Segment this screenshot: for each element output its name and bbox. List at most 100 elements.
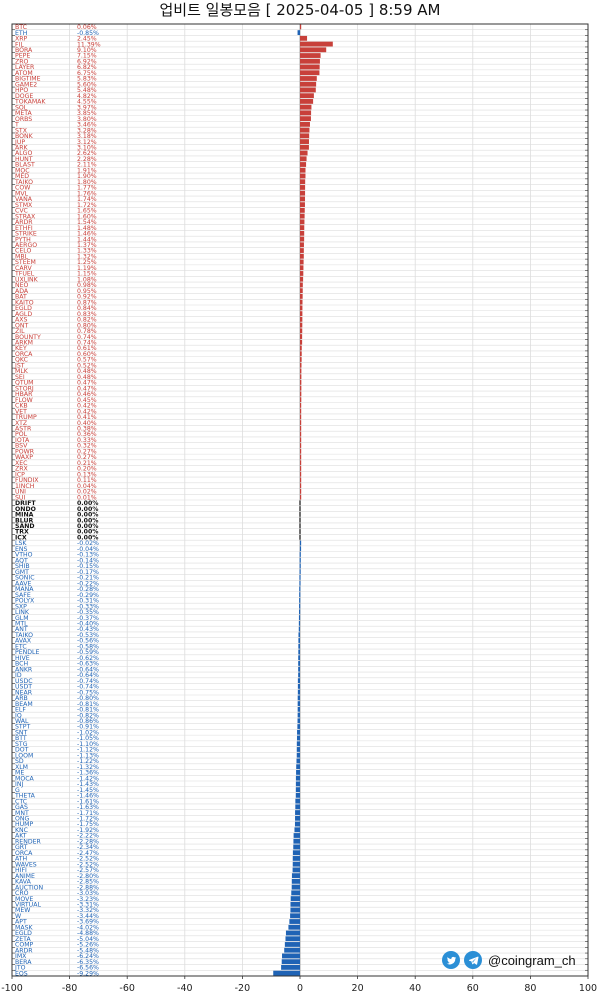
row-percent: -1.63%: [77, 804, 99, 811]
row-percent: 3.28%: [77, 127, 97, 134]
row-percent: 1.91%: [77, 167, 97, 174]
row-name: BOUNTY: [15, 334, 41, 341]
row-name: META: [15, 110, 33, 117]
row-name: WAXP: [15, 454, 33, 461]
row-percent: 0.82%: [77, 317, 97, 324]
row-percent: 0.36%: [77, 431, 97, 438]
row-name: STG: [15, 741, 28, 748]
row-percent: -0.29%: [77, 592, 99, 599]
bar-drift: [299, 500, 301, 506]
bar-fundix: [300, 477, 302, 483]
bar-me: [296, 770, 300, 775]
bar-pol: [300, 431, 302, 437]
bar-hifi: [292, 867, 300, 873]
bar-gmt: [299, 569, 301, 575]
row-name: EOS: [15, 970, 28, 977]
row-percent: 6.75%: [77, 70, 97, 77]
row-percent: 0.98%: [77, 282, 97, 289]
x-axis: -100 -80 -60 -40 -20 0 20 40 60 80 100: [1, 976, 597, 994]
bar-loom: [296, 752, 300, 758]
row-percent: 0.78%: [77, 328, 97, 335]
row-name: TOKAMAK: [14, 99, 46, 106]
row-percent: -5.04%: [77, 936, 99, 943]
row-percent: 5.48%: [77, 87, 97, 94]
bar-trump: [300, 414, 302, 420]
bar-mbl: [300, 253, 304, 259]
row-name: ENS: [15, 546, 28, 553]
bar-btc: [300, 24, 302, 30]
row-name: PYTH: [15, 236, 31, 243]
bar-ens: [299, 546, 302, 552]
bar-ark: [300, 144, 309, 150]
bar-stpt: [297, 724, 300, 729]
row-name: GAS: [15, 804, 28, 811]
bar-zil: [300, 328, 303, 334]
row-percent: 0.57%: [77, 357, 97, 364]
row-name: BORA: [15, 47, 33, 54]
row-percent: 1.54%: [77, 219, 97, 226]
bar-render: [293, 838, 300, 844]
row-percent: -1.45%: [77, 787, 99, 794]
row-percent: -0.56%: [77, 638, 99, 645]
row-name: KAVA: [15, 879, 32, 886]
row-percent: -2.57%: [77, 867, 99, 874]
bar-sand: [299, 523, 301, 529]
bar-icx: [299, 534, 301, 540]
row-name: CELO: [15, 248, 31, 255]
row-percent: 1.32%: [77, 253, 97, 260]
row-percent: 0.40%: [77, 420, 97, 427]
row-percent: -0.80%: [77, 695, 99, 702]
bar-sei: [300, 374, 302, 380]
row-name: SONIC: [15, 575, 35, 582]
bar-bigtime: [300, 76, 317, 81]
row-name: AVAX: [15, 638, 32, 645]
bar-knc: [294, 827, 300, 833]
bar-xrp: [300, 35, 308, 41]
row-name: ARK: [15, 145, 29, 152]
row-name: FUNDIX: [15, 477, 39, 484]
row-percent: 3.18%: [77, 133, 97, 140]
bar-fil: [300, 41, 333, 47]
bar-icp: [300, 471, 302, 477]
telegram-icon: [464, 951, 482, 969]
row-percent: -1.12%: [77, 747, 99, 754]
row-name: CRO: [15, 890, 29, 897]
bar-ardr: [284, 947, 300, 953]
bar-ardr: [300, 219, 305, 225]
row-percent: 0.47%: [77, 380, 97, 387]
row-percent: -1.71%: [77, 810, 99, 817]
row-name: ICX: [15, 534, 27, 541]
row-percent: -5.48%: [77, 947, 99, 954]
row-name: CKB: [15, 403, 28, 410]
bar-sonic: [299, 575, 301, 580]
bar-med: [300, 173, 306, 179]
row-percent: 0.00%: [77, 523, 98, 530]
row-percent: -1.22%: [77, 758, 99, 765]
x-tick-label: 20: [352, 983, 364, 994]
row-percent: 0.32%: [77, 443, 97, 450]
row-percent: 4.82%: [77, 93, 97, 100]
row-labels: BTC 0.06% ETH -0.85% XRP 2.45% FIL 11.39% BORA 9.…: [14, 24, 101, 977]
brand-handle: @coingram_ch: [488, 952, 576, 968]
row-percent: 0.92%: [77, 294, 97, 301]
row-percent: 0.11%: [77, 477, 97, 484]
bar-eth: [297, 30, 300, 36]
bar-vana: [300, 196, 306, 202]
row-name: ATH: [15, 856, 28, 863]
bar-doge: [300, 93, 314, 99]
row-percent: 0.42%: [77, 408, 97, 415]
x-tick-label: -20: [235, 983, 251, 994]
bar-ondo: [299, 506, 301, 512]
row-name: LOOM: [15, 752, 33, 759]
bar-anime: [291, 873, 300, 879]
row-percent: -2.28%: [77, 838, 99, 845]
row-name: AERGO: [15, 242, 37, 249]
bar-ctc: [295, 798, 300, 804]
row-percent: 0.02%: [77, 489, 97, 496]
row-percent: 3.46%: [77, 122, 97, 129]
row-name: ADA: [15, 288, 29, 295]
row-name: APT: [15, 919, 27, 926]
row-name: ZRO: [15, 58, 29, 65]
row-name: ANKR: [15, 666, 33, 673]
